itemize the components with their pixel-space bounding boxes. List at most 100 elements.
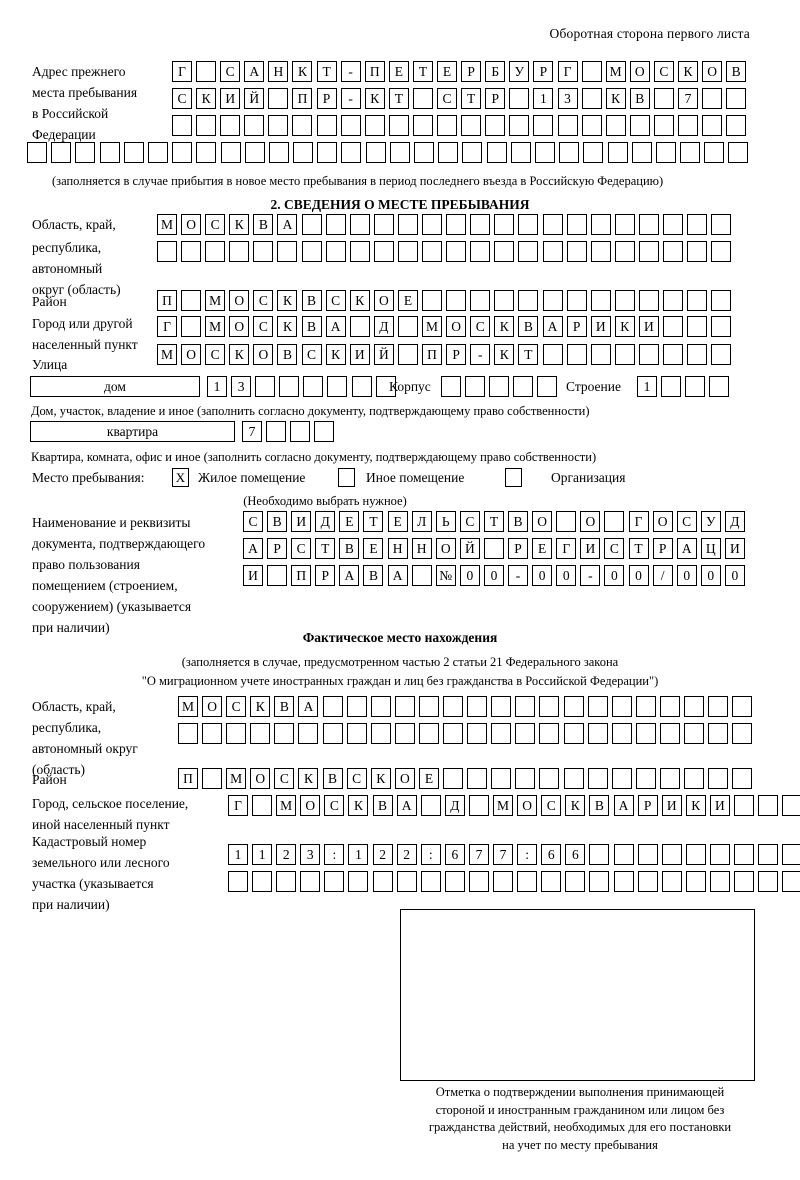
char-cell[interactable]: О xyxy=(446,316,467,337)
char-cell[interactable] xyxy=(534,142,555,163)
char-cell[interactable]: 3 xyxy=(557,88,578,109)
char-cell[interactable]: В xyxy=(372,795,393,816)
char-cell[interactable] xyxy=(711,344,732,365)
char-cell[interactable]: Р xyxy=(637,795,658,816)
char-cell[interactable]: В xyxy=(253,214,274,235)
char-cell[interactable] xyxy=(726,88,747,109)
char-cell[interactable]: 1 xyxy=(637,376,657,397)
char-cell[interactable] xyxy=(178,723,198,744)
char-cell[interactable]: В xyxy=(322,768,343,789)
char-cell[interactable] xyxy=(709,871,730,892)
char-cell[interactable]: Е xyxy=(437,61,458,82)
char-cell[interactable] xyxy=(468,795,489,816)
char-cell[interactable]: Р xyxy=(267,538,288,559)
char-cell[interactable]: 6 xyxy=(565,844,586,865)
char-cell[interactable] xyxy=(220,115,241,136)
char-cell[interactable]: А xyxy=(244,61,265,82)
char-cell[interactable]: Р xyxy=(315,565,336,586)
char-cell[interactable] xyxy=(662,214,683,235)
char-cell[interactable] xyxy=(470,241,491,262)
char-cell[interactable]: Й xyxy=(373,344,394,365)
char-cell[interactable]: С xyxy=(291,538,312,559)
char-cell[interactable] xyxy=(441,376,461,397)
char-cell[interactable]: Т xyxy=(483,511,504,532)
char-cell[interactable] xyxy=(662,344,683,365)
char-cell[interactable]: - xyxy=(508,565,529,586)
char-cell[interactable] xyxy=(702,115,723,136)
char-cell[interactable]: Н xyxy=(387,538,408,559)
char-cell[interactable]: Т xyxy=(518,344,539,365)
char-cell[interactable] xyxy=(708,696,729,717)
char-cell[interactable]: С xyxy=(253,290,274,311)
char-cell[interactable] xyxy=(662,241,683,262)
char-cell[interactable]: Р xyxy=(566,316,587,337)
char-cell[interactable]: К xyxy=(605,88,626,109)
char-cell[interactable]: Е xyxy=(397,290,418,311)
char-cell[interactable] xyxy=(605,115,626,136)
char-cell[interactable]: С xyxy=(324,795,345,816)
char-cell[interactable]: О xyxy=(300,795,321,816)
char-cell[interactable] xyxy=(394,696,415,717)
char-cell[interactable]: А xyxy=(339,565,360,586)
char-cell[interactable]: В xyxy=(274,696,295,717)
char-cell[interactable]: Р xyxy=(508,538,529,559)
char-cell[interactable] xyxy=(351,376,372,397)
char-cell[interactable]: Р xyxy=(316,88,337,109)
char-cell[interactable] xyxy=(559,142,580,163)
char-cell[interactable] xyxy=(389,142,410,163)
char-cell[interactable] xyxy=(614,290,635,311)
char-cell[interactable] xyxy=(412,88,433,109)
char-cell[interactable]: 7 xyxy=(242,421,262,442)
char-cell[interactable]: В xyxy=(267,511,288,532)
char-cell[interactable] xyxy=(515,696,536,717)
char-cell[interactable] xyxy=(27,142,47,163)
char-cell[interactable]: К xyxy=(298,768,319,789)
char-cell[interactable] xyxy=(613,871,634,892)
char-cell[interactable] xyxy=(590,290,611,311)
char-cell[interactable] xyxy=(181,241,202,262)
char-cell[interactable] xyxy=(782,871,800,892)
char-cell[interactable] xyxy=(461,115,482,136)
char-cell[interactable] xyxy=(563,723,584,744)
char-cell[interactable]: П xyxy=(292,88,313,109)
char-cell[interactable] xyxy=(266,421,287,442)
char-cell[interactable]: С xyxy=(172,88,192,109)
char-cell[interactable]: Е xyxy=(388,61,409,82)
char-cell[interactable] xyxy=(300,871,321,892)
char-cell[interactable] xyxy=(659,723,680,744)
char-cell[interactable] xyxy=(317,142,338,163)
char-cell[interactable] xyxy=(348,871,369,892)
char-cell[interactable] xyxy=(733,795,754,816)
char-cell[interactable]: Р xyxy=(446,344,467,365)
char-cell[interactable] xyxy=(590,344,611,365)
char-cell[interactable] xyxy=(542,290,563,311)
char-cell[interactable] xyxy=(465,376,486,397)
char-cell[interactable]: С xyxy=(470,316,491,337)
char-cell[interactable] xyxy=(325,241,346,262)
char-cell[interactable]: К xyxy=(685,795,706,816)
char-cell[interactable]: М xyxy=(422,316,443,337)
char-cell[interactable] xyxy=(542,344,563,365)
char-cell[interactable]: : xyxy=(517,844,538,865)
korpus-boxes[interactable] xyxy=(441,376,558,397)
char-cell[interactable] xyxy=(244,115,265,136)
char-cell[interactable]: К xyxy=(348,795,369,816)
char-cell[interactable] xyxy=(583,142,604,163)
char-cell[interactable]: В xyxy=(508,511,529,532)
char-cell[interactable] xyxy=(539,723,560,744)
char-cell[interactable]: Л xyxy=(411,511,432,532)
char-cell[interactable]: С xyxy=(459,511,480,532)
char-cell[interactable]: Е xyxy=(363,538,384,559)
char-cell[interactable] xyxy=(494,241,515,262)
char-cell[interactable] xyxy=(253,241,274,262)
char-cell[interactable]: Т xyxy=(315,538,336,559)
char-cell[interactable] xyxy=(396,871,417,892)
char-cell[interactable]: И xyxy=(220,88,241,109)
char-cell[interactable]: И xyxy=(724,538,745,559)
char-cell[interactable]: С xyxy=(676,511,697,532)
char-cell[interactable] xyxy=(542,214,563,235)
char-cell[interactable] xyxy=(268,142,289,163)
char-cell[interactable]: : xyxy=(420,844,441,865)
char-cell[interactable]: Р xyxy=(485,88,506,109)
